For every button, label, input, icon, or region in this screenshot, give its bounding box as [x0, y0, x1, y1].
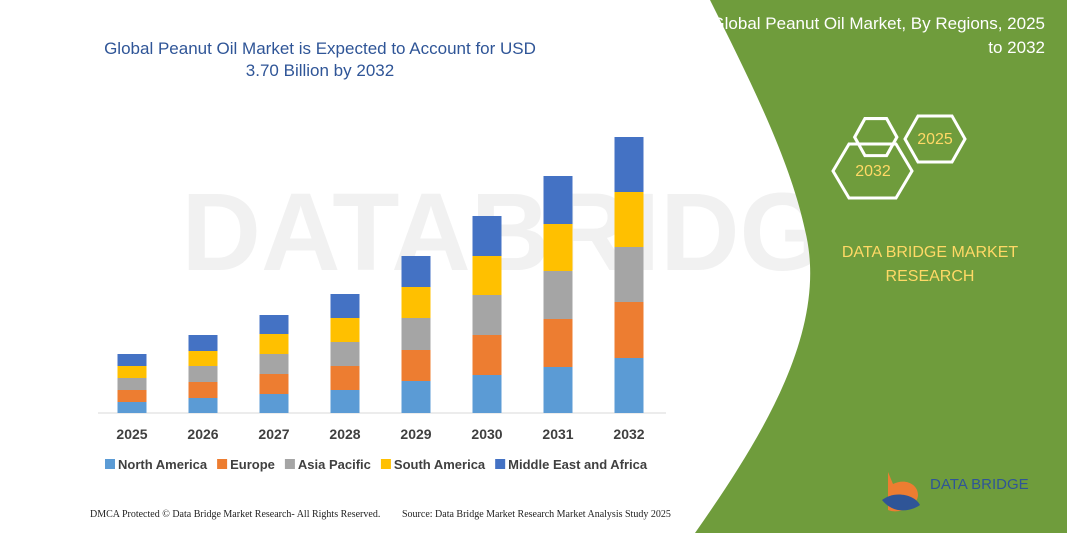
- x-tick-label: 2029: [400, 426, 431, 442]
- x-tick-label: 2026: [187, 426, 218, 442]
- bar-segment: [330, 366, 360, 390]
- bar-segment: [401, 318, 431, 350]
- bar-segment: [259, 334, 289, 354]
- bar-segment: [543, 367, 573, 413]
- logo-text: DATA BRIDGE: [930, 476, 1029, 493]
- bar-segment: [259, 354, 289, 374]
- bar-segment: [614, 137, 644, 192]
- bar-segment: [188, 335, 218, 351]
- bar-segment: [117, 390, 147, 402]
- legend-swatch: [380, 459, 391, 469]
- legend-label: North America: [118, 457, 208, 472]
- bar-segment: [330, 390, 360, 413]
- bar-segment: [543, 224, 573, 271]
- bar-segment: [117, 366, 147, 378]
- legend-swatch: [284, 459, 295, 469]
- bar-segment: [117, 378, 147, 390]
- bar-segment: [330, 294, 360, 318]
- plot: 2025 2026 2027 2028 2029 2030 2031 2032 North Am…: [105, 137, 648, 472]
- hex-label: 2032: [855, 163, 891, 180]
- x-tick-label: 2025: [116, 426, 147, 442]
- chart-title: Global Peanut Oil Market is Expected to …: [104, 39, 536, 80]
- footer-right: Source: Data Bridge Market Research Mark…: [402, 509, 671, 520]
- bar-segment: [117, 402, 147, 413]
- bar-segment: [188, 398, 218, 413]
- bar-segment: [188, 382, 218, 398]
- bar-segment: [259, 315, 289, 334]
- bar-segment: [330, 318, 360, 342]
- legend-label: South America: [394, 457, 486, 472]
- bar-segment: [401, 381, 431, 413]
- hexagon: [831, 142, 914, 200]
- bar-segment: [188, 351, 218, 366]
- x-tick-label: 2031: [542, 426, 573, 442]
- bar-segment: [401, 256, 431, 287]
- bar-segment: [330, 342, 360, 366]
- bar-segment: [543, 271, 573, 319]
- legend-swatch: [217, 459, 228, 469]
- bar-segment: [614, 302, 644, 358]
- legend-label: Asia Pacific: [298, 457, 371, 472]
- bar-segment: [614, 192, 644, 247]
- watermark: DATABRIDGE: [182, 171, 899, 294]
- bar-segment: [472, 256, 502, 295]
- bar-segment: [543, 319, 573, 367]
- hex-label: 2025: [917, 131, 953, 148]
- legend-label: Europe: [230, 457, 275, 472]
- bar-segment: [472, 375, 502, 413]
- bar-segment: [472, 216, 502, 256]
- x-tick-label: 2030: [471, 426, 502, 442]
- bar-segment: [117, 354, 147, 366]
- legend-swatch: [105, 459, 115, 469]
- x-tick-label: 2028: [329, 426, 360, 442]
- legend-swatch: [495, 459, 506, 469]
- bar-segment: [472, 295, 502, 335]
- side-panel: [695, 0, 1067, 533]
- x-tick-label: 2027: [258, 426, 289, 442]
- bar-segment: [614, 358, 644, 413]
- bar-segment: [259, 394, 289, 413]
- bar-segment: [543, 176, 573, 224]
- hexagon: [903, 114, 967, 164]
- bar-segment: [259, 374, 289, 394]
- brand: DATA BRIDGE MARKET RESEARCH: [841, 244, 1019, 285]
- logo-icon: [882, 494, 920, 511]
- bar-segment: [401, 287, 431, 318]
- bar-segment: [401, 350, 431, 381]
- legend-label: Middle East and Africa: [508, 457, 648, 472]
- x-tick-label: 2032: [613, 426, 644, 442]
- bar-segment: [614, 247, 644, 302]
- footer-left: DMCA Protected © Data Bridge Market Rese…: [90, 509, 381, 520]
- hexagon: [852, 117, 899, 158]
- bar-segment: [472, 335, 502, 375]
- bar-segment: [188, 366, 218, 382]
- panel-title: Global Peanut Oil Market, By Regions, 20…: [711, 14, 1045, 57]
